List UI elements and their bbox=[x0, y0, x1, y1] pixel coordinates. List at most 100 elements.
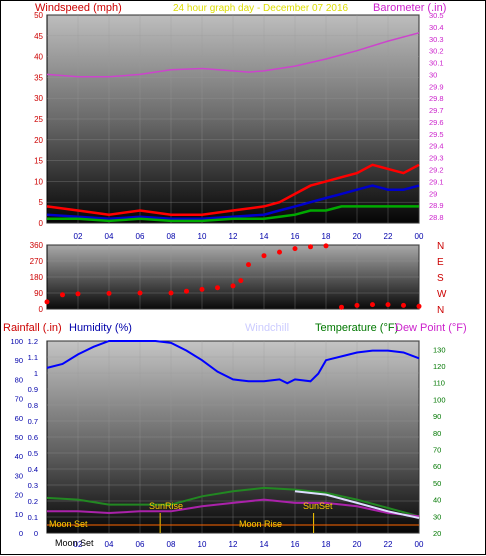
p3-humidity-tick-label: 50 bbox=[15, 433, 23, 442]
p3-x-tick-label: 06 bbox=[136, 540, 145, 549]
p1-series-line-2 bbox=[46, 184, 420, 221]
p1-series-line-0 bbox=[46, 32, 420, 78]
p1-right-tick-label: 29.5 bbox=[429, 130, 444, 139]
p2-compass-label: N bbox=[437, 241, 444, 252]
p1-x-tick-label: 10 bbox=[198, 232, 207, 241]
p3-rain-tick-label: 0 bbox=[34, 529, 38, 538]
p1-x-tick-label: 22 bbox=[384, 232, 393, 241]
p3-humidity-tick-label: 100 bbox=[10, 337, 23, 346]
p1-left-tick-label: 15 bbox=[34, 157, 43, 166]
p1-right-tick-label: 29.4 bbox=[429, 142, 444, 151]
p2-direction-point bbox=[106, 290, 112, 296]
chart-marks bbox=[44, 32, 422, 533]
p1-right-tick-label: 29.9 bbox=[429, 82, 444, 91]
p3-humidity-tick-label: 30 bbox=[15, 471, 23, 480]
p1-left-tick-label: 45 bbox=[34, 32, 43, 41]
p1-left-tick-label: 10 bbox=[34, 177, 43, 186]
p2-direction-point bbox=[308, 244, 313, 250]
p2-direction-point bbox=[370, 302, 375, 308]
p2-compass-label: E bbox=[437, 257, 444, 268]
p3-humidity-tick-label: 20 bbox=[15, 491, 23, 500]
p1-x-tick-label: 14 bbox=[260, 232, 269, 241]
humidity-axis-label: Humidity (%) bbox=[69, 322, 132, 334]
p2-direction-point bbox=[215, 285, 220, 291]
p1-right-tick-label: 30.4 bbox=[429, 23, 444, 32]
p3-humidity-tick-label: 60 bbox=[15, 414, 23, 423]
p2-compass-label: N bbox=[437, 305, 444, 316]
p1-right-tick-label: 30 bbox=[429, 70, 437, 79]
p3-series-line-2 bbox=[47, 498, 420, 518]
p2-left-tick-label: 270 bbox=[30, 257, 44, 266]
p1-x-tick-label: 12 bbox=[229, 232, 238, 241]
p2-direction-point bbox=[238, 278, 244, 284]
p2-direction-point bbox=[385, 302, 391, 308]
p3-rain-tick-label: 0.4 bbox=[28, 465, 38, 474]
p2-direction-point bbox=[137, 290, 143, 296]
p2-direction-point bbox=[168, 290, 174, 296]
p3-temp-tick-label: 20 bbox=[433, 529, 441, 538]
p1-right-tick-label: 28.8 bbox=[429, 213, 444, 222]
p3-humidity-tick-label: 90 bbox=[15, 356, 23, 365]
rainfall-axis-label: Rainfall (.in) bbox=[3, 322, 62, 334]
p3-x-tick-label: 04 bbox=[105, 540, 114, 549]
p2-direction-point bbox=[354, 302, 360, 308]
p3-rain-tick-label: 0.3 bbox=[28, 481, 38, 490]
p2-left-tick-label: 360 bbox=[30, 241, 44, 250]
p3-rain-tick-label: 0.2 bbox=[28, 497, 38, 506]
p3-temp-tick-label: 90 bbox=[433, 412, 441, 421]
p2-direction-point bbox=[261, 253, 267, 259]
p3-rain-tick-label: 0.7 bbox=[28, 417, 38, 426]
p2-direction-point bbox=[60, 292, 65, 298]
p3-humidity-tick-label: 40 bbox=[15, 452, 23, 461]
annotation-moon-rise: Moon Rise bbox=[239, 519, 282, 529]
p2-direction-point bbox=[323, 243, 329, 249]
p1-right-tick-label: 30.3 bbox=[429, 35, 444, 44]
p3-temp-tick-label: 80 bbox=[433, 429, 441, 438]
p1-x-tick-label: 00 bbox=[415, 232, 424, 241]
grid-lines bbox=[47, 14, 420, 534]
p3-x-tick-label: 16 bbox=[291, 540, 300, 549]
p1-right-tick-label: 29.3 bbox=[429, 154, 444, 163]
p1-x-tick-label: 16 bbox=[291, 232, 300, 241]
p1-series-line-3 bbox=[47, 205, 419, 223]
p1-left-tick-label: 30 bbox=[34, 94, 43, 103]
p3-x-tick-label: 12 bbox=[229, 540, 238, 549]
p1-right-tick-label: 29.7 bbox=[429, 106, 444, 115]
p1-right-tick-label: 30.2 bbox=[429, 47, 444, 56]
p3-temp-tick-label: 40 bbox=[433, 496, 441, 505]
chart-title: 24 hour graph day - December 07 2016 bbox=[173, 3, 349, 14]
p1-left-tick-label: 0 bbox=[39, 219, 44, 228]
p3-rain-tick-label: 0.1 bbox=[28, 513, 38, 522]
p2-direction-point bbox=[339, 304, 344, 310]
p3-temp-tick-label: 100 bbox=[433, 395, 446, 404]
p1-left-tick-label: 20 bbox=[34, 136, 43, 145]
p2-direction-point bbox=[292, 246, 298, 252]
p1-right-tick-label: 28.9 bbox=[429, 201, 444, 210]
p3-temp-tick-label: 50 bbox=[433, 479, 441, 488]
p3-humidity-tick-label: 80 bbox=[15, 375, 23, 384]
barometer-axis-label: Barometer (.in) bbox=[373, 2, 446, 14]
p3-rain-tick-label: 0.6 bbox=[28, 433, 38, 442]
p3-rain-tick-label: 1.1 bbox=[28, 353, 38, 362]
annotation-moon-set: Moon Set bbox=[49, 519, 88, 529]
p3-rain-tick-label: 0.9 bbox=[28, 385, 38, 394]
p2-direction-point bbox=[416, 303, 422, 309]
p2-left-tick-label: 180 bbox=[30, 273, 44, 282]
p3-x-tick-label: 20 bbox=[353, 540, 362, 549]
p3-temp-tick-label: 120 bbox=[433, 362, 446, 371]
p3-rain-tick-label: 0.8 bbox=[28, 401, 38, 410]
p3-series-line-1 bbox=[46, 486, 420, 518]
p3-temp-tick-label: 70 bbox=[433, 446, 441, 455]
p3-x-tick-label: 22 bbox=[384, 540, 393, 549]
p3-series-line-3 bbox=[294, 490, 420, 519]
p1-x-tick-label: 04 bbox=[105, 232, 114, 241]
p2-compass-label: W bbox=[437, 289, 447, 300]
p2-direction-point bbox=[230, 283, 236, 289]
windchill-label: Windchill bbox=[245, 322, 289, 334]
p1-left-tick-label: 50 bbox=[34, 11, 43, 20]
p1-right-tick-label: 29.2 bbox=[429, 166, 444, 175]
p3-x-tick-label: 08 bbox=[167, 540, 176, 549]
p3-rain-tick-label: 1.2 bbox=[28, 337, 38, 346]
